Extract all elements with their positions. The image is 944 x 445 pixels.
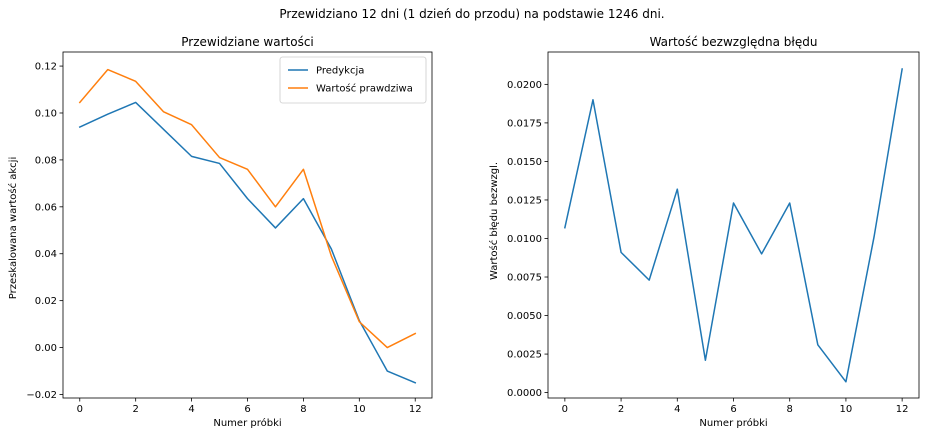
y-tick-label: 0.10 (35, 108, 57, 119)
y-tick-label: 0.12 (35, 62, 57, 73)
x-tick-label: 2 (132, 404, 138, 415)
chart-title: Przewidziane wartości (181, 35, 314, 49)
x-tick-label: 10 (353, 404, 366, 415)
legend-label: Predykcja (316, 66, 364, 77)
x-axis-label: Numer próbki (699, 417, 767, 429)
y-tick-label: 0.0175 (507, 118, 542, 129)
x-tick-label: 0 (77, 404, 83, 415)
series-line-1 (78, 68, 417, 349)
y-tick-label: 0.0100 (507, 234, 542, 245)
y-axis-label: Przeskalowana wartość akcji (7, 157, 19, 300)
x-tick-label: 8 (787, 404, 793, 415)
legend-box (279, 56, 427, 104)
series-line-0 (563, 68, 904, 383)
legend-label: Wartość prawdziwa (316, 83, 413, 95)
chart-absolute-error: Wartość bezwzględna błędu Numer próbki W… (488, 35, 920, 429)
figure-suptitle: Przewidziano 12 dni (1 dzień do przodu) … (279, 7, 664, 21)
x-tick-label: 2 (618, 404, 624, 415)
x-tick-label: 10 (840, 404, 853, 415)
legend: Predykcja Wartość prawdziwa (279, 56, 427, 104)
x-tick-label: 6 (244, 404, 250, 415)
y-tick-label: 0.0150 (507, 157, 542, 168)
y-tick-label: 0.0200 (507, 80, 542, 91)
chart-predicted-values: Przewidziane wartości Numer próbki Przes… (7, 35, 433, 429)
y-axis-label: Wartość błędu bezwzgl. (488, 162, 500, 280)
plot-area: 0 2 4 6 8 10 12 −0.02 0.00 0.02 0.04 0.06 0.08 0.10 0.… (26, 51, 433, 415)
x-tick-label: 12 (896, 404, 909, 415)
x-tick-label: 12 (409, 404, 422, 415)
y-tick-label: 0.04 (35, 249, 57, 260)
y-tick-label: 0.0125 (507, 195, 542, 206)
y-tick-label: 0.0075 (507, 273, 542, 284)
x-axis-label: Numer próbki (213, 417, 281, 429)
y-tick-label: 0.0050 (507, 311, 542, 322)
x-tick-label: 6 (730, 404, 736, 415)
y-tick-label: 0.00 (35, 343, 57, 354)
plot-area: 0 2 4 6 8 10 12 0.0000 0.0025 0.0050 0.0075 0.0100 0… (507, 51, 920, 415)
x-tick-label: 4 (188, 404, 194, 415)
y-tick-label: 0.08 (35, 155, 57, 166)
y-tick-label: 0.0000 (507, 388, 542, 399)
y-tick-label: 0.06 (35, 202, 57, 213)
x-tick-label: 4 (674, 404, 680, 415)
y-tick-label: 0.0025 (507, 350, 542, 361)
x-tick-label: 0 (562, 404, 568, 415)
y-tick-label: −0.02 (26, 390, 57, 401)
y-tick-label: 0.02 (35, 296, 57, 307)
x-tick-label: 8 (300, 404, 306, 415)
chart-title: Wartość bezwzględna błędu (650, 35, 818, 49)
